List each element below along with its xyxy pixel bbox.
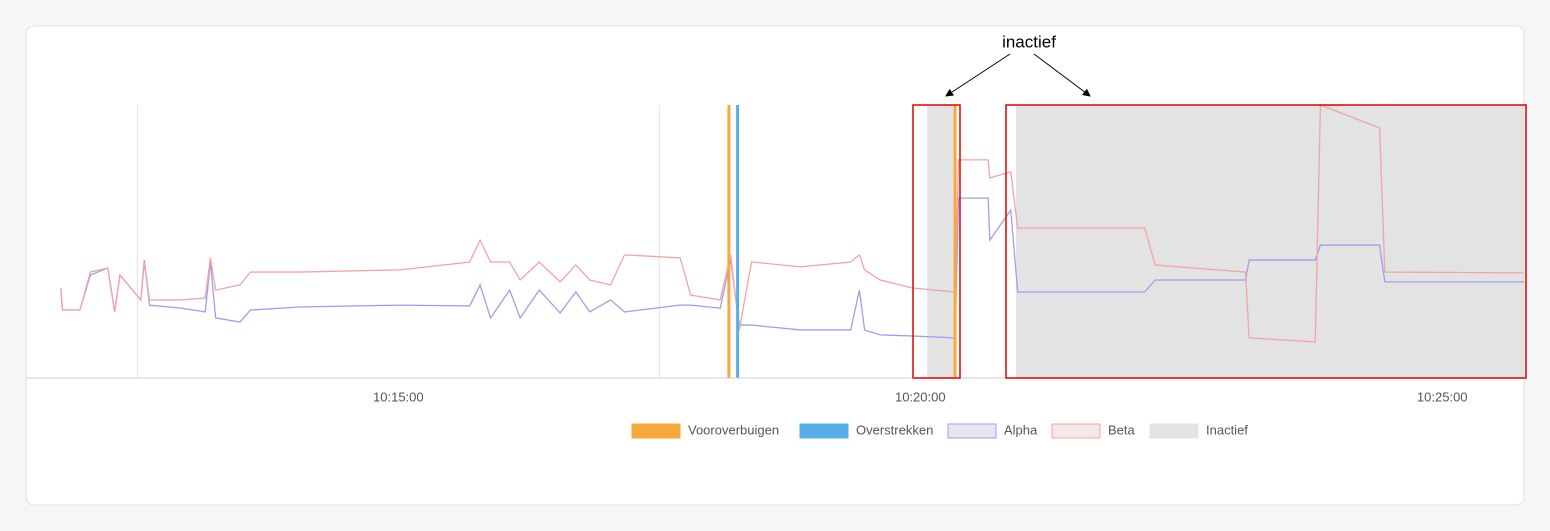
legend-item: Inactief: [1149, 422, 1248, 439]
legend-item: Beta: [1051, 422, 1136, 439]
inactive-range: [1015, 105, 1524, 378]
legend-label: Beta: [1108, 422, 1136, 437]
x-tick-label: 10:25:00: [1417, 389, 1468, 404]
legend-swatch: [947, 423, 997, 439]
event-marker: [727, 105, 731, 378]
legend-label: Vooroverbuigen: [688, 422, 779, 437]
legend-item: Alpha: [947, 422, 1038, 439]
highlight-box: [1005, 104, 1527, 379]
highlight-box: [912, 104, 961, 379]
event-marker: [953, 105, 957, 378]
legend-item: Vooroverbuigen: [631, 422, 779, 439]
legend-swatch: [1051, 423, 1101, 439]
legend-label: Inactief: [1206, 422, 1248, 437]
series-line: [60, 104, 1525, 343]
legend-item: Overstrekken: [799, 422, 933, 439]
legend-swatch: [631, 423, 681, 439]
annotation-arrow: [945, 53, 1011, 97]
legend-swatch: [1149, 423, 1199, 439]
legend-label: Alpha: [1004, 422, 1038, 437]
legend-swatch: [799, 423, 849, 439]
series-line: [60, 197, 1524, 339]
legend-label: Overstrekken: [856, 422, 933, 437]
inactive-range: [927, 105, 956, 378]
x-tick-label: 10:20:00: [895, 389, 946, 404]
annotation-arrow: [1033, 53, 1091, 97]
x-tick-label: 10:15:00: [373, 389, 424, 404]
plot: [60, 104, 1525, 378]
event-marker: [736, 105, 740, 378]
annotation: inactief: [1002, 32, 1056, 51]
